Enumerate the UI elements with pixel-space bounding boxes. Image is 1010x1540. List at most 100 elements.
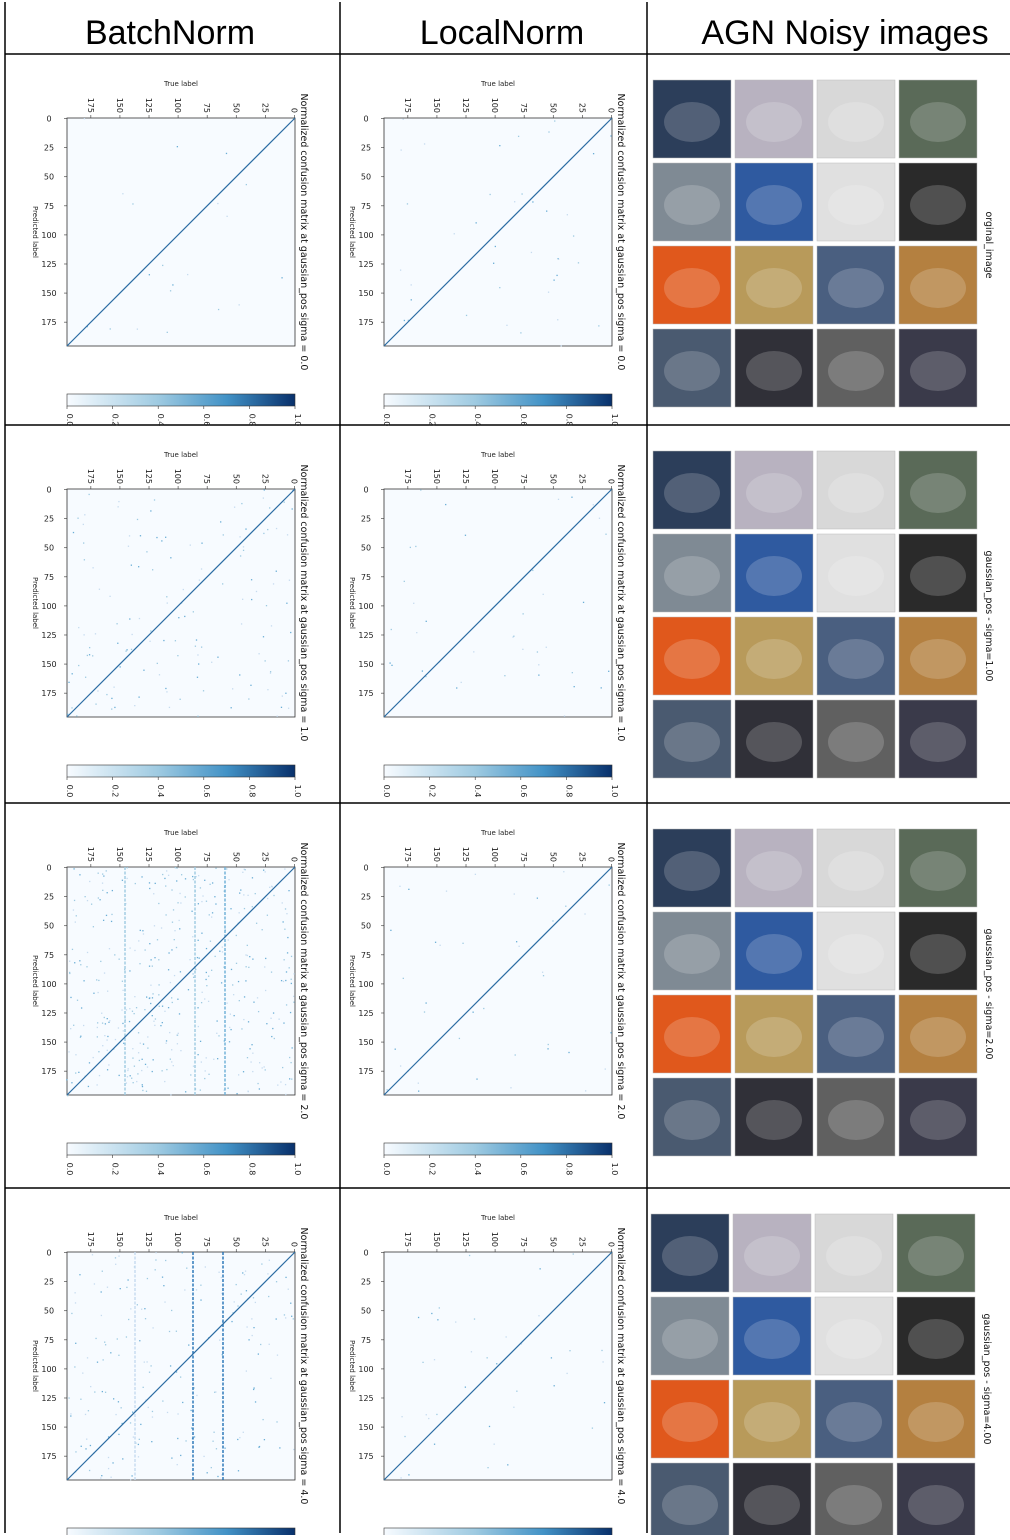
matrix-cell xyxy=(547,1048,549,1050)
matrix-cell xyxy=(142,1386,144,1388)
matrix-cell xyxy=(233,1301,235,1303)
matrix-cell xyxy=(573,685,575,688)
matrix-cell xyxy=(114,1257,117,1259)
matrix-cell xyxy=(125,650,127,652)
matrix-cell xyxy=(151,997,154,999)
colorbar-tick-label: 0.8 xyxy=(564,1163,573,1176)
matrix-cell xyxy=(117,1401,120,1403)
matrix-cell xyxy=(245,1370,248,1372)
matrix-cell xyxy=(185,1440,187,1442)
car-shape xyxy=(746,722,802,762)
matrix-cell xyxy=(144,1009,146,1011)
matrix-cell xyxy=(255,922,258,924)
matrix-cell xyxy=(80,964,82,966)
matrix-cell xyxy=(163,639,165,642)
matrix-cell xyxy=(70,1415,72,1417)
matrix-cell xyxy=(282,921,284,923)
matrix-cell xyxy=(199,1040,202,1043)
matrix-cell xyxy=(600,687,602,689)
colorbar: 0.00.20.40.60.81.0 xyxy=(383,1527,613,1540)
colorbar-tick-label: 0.0 xyxy=(382,414,391,427)
car-image xyxy=(816,245,896,325)
matrix-cell xyxy=(566,1372,568,1375)
matrix-cell xyxy=(114,1038,117,1041)
matrix-cell xyxy=(212,1440,214,1442)
matrix-cell xyxy=(102,1359,104,1361)
matrix-cell xyxy=(190,1074,192,1076)
y-tick-label: 150 xyxy=(115,98,124,113)
matrix-cell xyxy=(205,978,207,981)
matrix-cell xyxy=(168,1330,171,1333)
matrix-cell xyxy=(230,968,233,971)
matrix-cell xyxy=(219,950,221,952)
matrix-cell xyxy=(175,1330,178,1332)
matrix-cell xyxy=(179,698,181,700)
matrix-cell xyxy=(115,1263,117,1265)
matrix-cell xyxy=(98,1074,101,1077)
matrix-cell xyxy=(421,670,424,672)
y-axis-label: True label xyxy=(480,829,515,837)
matrix-cell xyxy=(557,258,560,260)
matrix-cell xyxy=(270,625,273,627)
matrix-cell xyxy=(171,921,174,923)
matrix-cell xyxy=(88,646,91,649)
matrix-cell xyxy=(242,546,245,548)
matrix-cell xyxy=(147,1406,149,1409)
matrix-cell xyxy=(267,1273,269,1275)
car-image xyxy=(734,533,814,613)
matrix-cell xyxy=(197,715,199,717)
matrix-cell xyxy=(107,1456,110,1459)
matrix-cell xyxy=(117,1027,120,1029)
y-tick-label: 175 xyxy=(403,98,412,113)
matrix-cell xyxy=(110,1476,112,1478)
matrix-cell xyxy=(169,1365,172,1367)
colorbar-tick-label: 0.0 xyxy=(65,414,74,427)
matrix-cell xyxy=(254,1401,257,1403)
matrix-cell xyxy=(96,1361,99,1363)
matrix-cell xyxy=(116,623,118,625)
matrix-cell xyxy=(438,1307,440,1309)
matrix-cell xyxy=(92,567,94,569)
matrix-cell xyxy=(184,615,186,618)
car-image xyxy=(898,79,978,159)
matrix-cell xyxy=(88,1469,91,1472)
matrix-cell xyxy=(513,893,515,895)
matrix-cell xyxy=(122,1022,124,1025)
matrix-cell xyxy=(111,913,113,916)
matrix-cell xyxy=(106,1039,108,1041)
matrix-cell xyxy=(180,874,183,876)
y-tick-label: 150 xyxy=(432,98,441,113)
matrix-cell xyxy=(110,920,113,923)
matrix-cell xyxy=(222,583,224,585)
matrix-cell xyxy=(276,715,278,717)
car-image xyxy=(816,994,896,1074)
matrix-cell xyxy=(177,998,179,1000)
chart-title: Normalized confusion matrix at gaussian_… xyxy=(298,465,309,742)
matrix-cell xyxy=(399,1065,402,1067)
x-tick-label: 125 xyxy=(41,1394,56,1403)
matrix-cell xyxy=(286,913,288,915)
colorbar-bar xyxy=(66,393,296,407)
y-tick-label: 0 xyxy=(606,108,615,113)
matrix-cell xyxy=(592,504,594,506)
matrix-cell xyxy=(210,969,213,971)
car-image xyxy=(652,328,732,408)
x-axis-label: Predicted label xyxy=(348,1340,356,1392)
matrix-cell xyxy=(79,1274,81,1276)
matrix-cell xyxy=(138,696,140,698)
car-shape xyxy=(828,851,884,891)
matrix-cell xyxy=(74,921,76,923)
matrix-cell xyxy=(258,1088,261,1090)
matrix-cell xyxy=(180,1050,182,1052)
matrix-cell xyxy=(152,993,154,995)
matrix-cell xyxy=(499,286,501,289)
matrix-cell xyxy=(199,1089,201,1091)
matrix-cell xyxy=(101,1022,104,1024)
x-tick-label: 0 xyxy=(363,1249,368,1258)
matrix-cell xyxy=(154,1018,157,1020)
matrix-cell xyxy=(566,214,569,216)
car-image xyxy=(732,1213,812,1293)
matrix-cell xyxy=(285,1004,288,1006)
car-shape xyxy=(664,185,720,225)
